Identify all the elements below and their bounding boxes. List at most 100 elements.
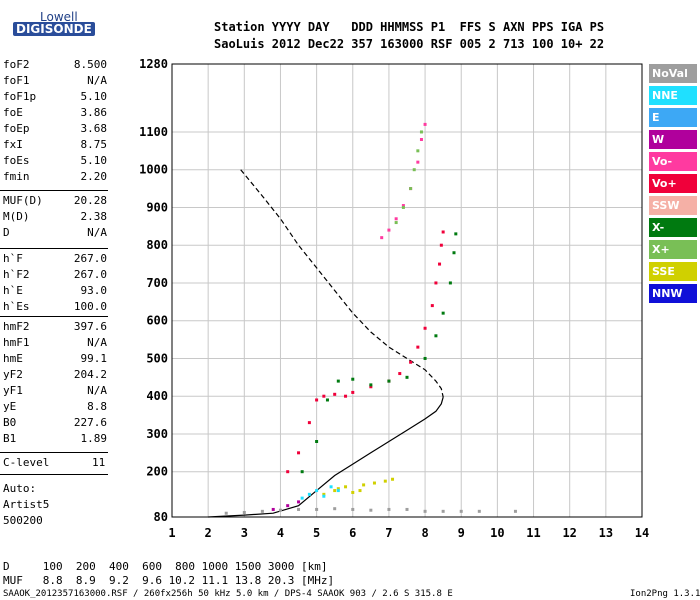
x-tick-label: 6 <box>349 526 356 540</box>
x-tick-label: 13 <box>599 526 613 540</box>
data-point <box>260 509 264 513</box>
data-point <box>441 230 445 234</box>
y-tick-label: 1280 <box>139 57 168 71</box>
x-tick-label: 9 <box>458 526 465 540</box>
param-value: 93.0 <box>80 284 108 297</box>
separator <box>0 474 108 475</box>
data-point <box>448 281 452 285</box>
data-point <box>452 251 456 255</box>
data-point <box>351 377 355 381</box>
data-point <box>387 507 391 511</box>
param-name: hmE <box>3 352 23 365</box>
data-point <box>387 379 391 383</box>
data-point <box>329 485 333 489</box>
data-point <box>322 394 326 398</box>
data-point <box>477 509 481 513</box>
footer-version: Ion2Png 1.3.17 <box>630 589 700 599</box>
data-point <box>307 492 311 496</box>
param-row: M(D) 2.38 <box>3 210 107 226</box>
data-point <box>430 304 434 308</box>
y-tick-label: 1100 <box>139 125 168 139</box>
y-tick-label: 300 <box>146 427 168 441</box>
param-row: h`F 267.0 <box>3 252 107 268</box>
data-point <box>423 356 427 360</box>
data-point <box>405 507 409 511</box>
data-point <box>307 421 311 425</box>
data-point <box>278 508 282 512</box>
header-labels: Station YYYY DAY DDD HHMMSS P1 FFS S AXN… <box>214 20 605 34</box>
profile-solid-line <box>208 396 444 518</box>
data-point <box>423 326 427 330</box>
param-row: foF1p 5.10 <box>3 90 107 106</box>
legend-item: E <box>649 108 697 127</box>
param-value: 2.38 <box>80 210 108 223</box>
param-value: 8.75 <box>80 138 108 151</box>
data-point <box>315 507 319 511</box>
data-point <box>351 507 355 511</box>
data-point <box>300 496 304 500</box>
separator <box>0 316 108 317</box>
param-name: yE <box>3 400 17 413</box>
param-name: h`Es <box>3 300 30 313</box>
data-point <box>513 509 517 513</box>
x-tick-label: 1 <box>168 526 175 540</box>
param-value: N/A <box>87 336 107 349</box>
data-point <box>416 345 420 349</box>
brand-logo-line1: Lowell <box>40 10 78 24</box>
param-name: yF2 <box>3 368 23 381</box>
param-row: foF2 8.500 <box>3 58 107 74</box>
x-tick-label: 7 <box>385 526 392 540</box>
data-point <box>416 149 420 153</box>
x-tick-label: 11 <box>526 526 540 540</box>
brand-logo-line2: DIGISONDE <box>13 22 95 36</box>
data-point <box>434 334 438 338</box>
separator <box>0 452 108 453</box>
data-point <box>333 507 337 511</box>
data-point <box>441 509 445 513</box>
y-tick-label: 400 <box>146 389 168 403</box>
param-name: hmF2 <box>3 320 30 333</box>
param-value: 100.0 <box>73 300 107 313</box>
param-row: yF1 N/A <box>3 384 107 400</box>
data-point <box>336 489 340 493</box>
param-value: 5.10 <box>80 90 108 103</box>
plot-frame <box>171 63 643 518</box>
data-point <box>315 489 319 493</box>
data-point <box>419 138 423 141</box>
legend-item: X- <box>649 218 697 237</box>
x-tick-label: 3 <box>241 526 248 540</box>
param-name: h`E <box>3 284 23 297</box>
data-point <box>336 379 340 383</box>
legend-item: NNE <box>649 86 697 105</box>
data-point <box>434 281 438 285</box>
data-point <box>325 398 329 402</box>
data-point <box>438 262 442 266</box>
param-value: 1.89 <box>80 432 108 445</box>
x-tick-label: 14 <box>635 526 649 540</box>
param-row: foEs 5.10 <box>3 154 107 170</box>
data-point <box>315 440 319 443</box>
data-point <box>224 511 228 515</box>
separator <box>0 248 108 249</box>
data-point <box>419 130 423 134</box>
param-value: 3.86 <box>80 106 108 119</box>
param-row: B0 227.6 <box>3 416 107 432</box>
param-value: 204.2 <box>73 368 107 381</box>
legend-item: NoVal <box>649 64 697 83</box>
clevel-row: C-level <box>3 456 49 469</box>
param-value: 3.68 <box>80 122 108 135</box>
y-tick-label: 900 <box>146 200 168 214</box>
param-value: N/A <box>87 226 107 239</box>
data-point <box>300 470 304 474</box>
data-point <box>394 221 398 225</box>
param-row: hmF1 N/A <box>3 336 107 352</box>
y-tick-label: 1000 <box>139 163 168 177</box>
y-tick-label: 800 <box>146 238 168 252</box>
param-value: 267.0 <box>73 268 107 281</box>
data-point <box>297 451 301 455</box>
param-name: yF1 <box>3 384 23 397</box>
data-point <box>271 507 275 511</box>
param-value: 99.1 <box>80 352 108 365</box>
param-row: foF1 N/A <box>3 74 107 90</box>
clevel-name: C-level <box>3 456 50 469</box>
